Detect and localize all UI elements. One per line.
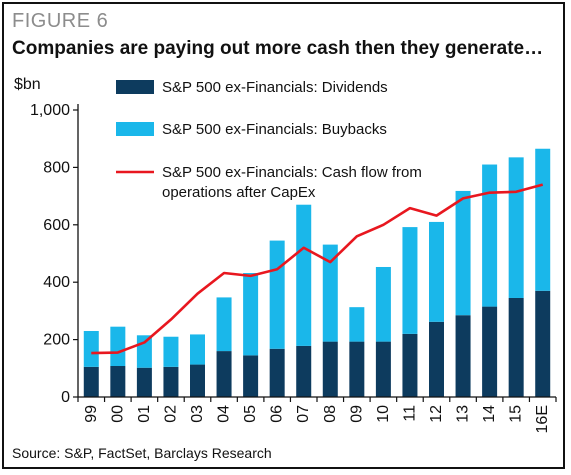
dividends-bar (322, 341, 338, 397)
buybacks-bar (455, 190, 471, 316)
y-tick-label: 800 (43, 159, 70, 176)
source-note: Source: S&P, FactSet, Barclays Research (12, 445, 272, 461)
x-tick-label: 02 (162, 405, 179, 423)
buybacks-bar (508, 157, 524, 298)
legend-cash-flow-label: S&P 500 ex-Financials: Cash flow from ope… (162, 164, 422, 201)
buybacks-bar (83, 330, 99, 367)
x-tick-label: 00 (109, 405, 126, 423)
buybacks-bar (136, 335, 152, 368)
y-tick-label: 0 (61, 389, 70, 406)
y-tick-label: 1,000 (30, 102, 70, 119)
x-tick-label: 99 (83, 405, 100, 423)
x-tick-label: 08 (322, 405, 339, 423)
x-tick-label: 16E (534, 405, 551, 433)
buybacks-bar (243, 273, 259, 356)
x-tick-label: 12 (428, 405, 445, 423)
dividends-bar (163, 366, 179, 397)
x-tick-label: 01 (136, 405, 153, 423)
dividends-bar (83, 366, 99, 397)
dividends-bar (136, 367, 152, 397)
buybacks-bar (190, 334, 205, 365)
x-tick-label: 09 (348, 405, 365, 423)
dividends-bar (455, 315, 471, 397)
dividends-bar (402, 333, 418, 397)
buybacks-bar (296, 204, 312, 346)
cash-flow-line (91, 183, 544, 355)
dividends-bar (535, 290, 551, 397)
x-tick-label: 15 (508, 405, 525, 423)
dividends-bar (375, 341, 391, 397)
buybacks-bar (429, 221, 444, 322)
buybacks-bar (375, 266, 391, 342)
dividends-bar (110, 366, 126, 397)
buybacks-bar (482, 164, 498, 307)
y-tick-label: 600 (43, 217, 70, 234)
dividends-bar (349, 341, 365, 397)
buybacks-bar (349, 307, 365, 342)
dividends-bar (269, 348, 285, 397)
chart-title: Companies are paying out more cash then … (12, 38, 544, 59)
y-tick-label: 200 (43, 332, 70, 349)
y-axis: 0 200 400 600 800 1,000 (30, 102, 79, 406)
x-tick-label: 11 (401, 405, 418, 422)
buybacks-bar (402, 227, 418, 334)
x-tick-label: 05 (242, 405, 259, 423)
legend-buybacks-label: S&P 500 ex-Financials: Buybacks (162, 121, 387, 138)
buybacks-bar (216, 297, 232, 352)
x-tick-label: 03 (189, 405, 206, 423)
x-tick-label: 10 (375, 405, 392, 423)
dividends-bar (429, 321, 444, 397)
x-tick-label: 07 (295, 405, 312, 423)
dividends-bar (508, 297, 524, 397)
cash-flow-line-group (91, 183, 544, 355)
dividends-bar (296, 345, 312, 397)
dividends-bar (482, 306, 498, 397)
legend-dividends-swatch (116, 80, 154, 94)
y-tick-label: 400 (43, 274, 70, 291)
dividends-bar (243, 355, 259, 397)
y-axis-unit-label: $bn (14, 76, 41, 93)
legend: S&P 500 ex-Financials: Dividends S&P 500 … (116, 79, 422, 201)
x-tick-label: 06 (269, 405, 286, 423)
legend-buybacks-swatch (116, 122, 154, 136)
dividends-bar (190, 364, 205, 397)
figure-label: FIGURE 6 (12, 10, 109, 32)
x-tick-label: 14 (481, 405, 498, 423)
dividends-bar (216, 351, 232, 397)
buybacks-bar (269, 240, 285, 349)
buybacks-bar (322, 244, 338, 342)
legend-dividends-label: S&P 500 ex-Financials: Dividends (162, 79, 388, 96)
x-tick-label: 13 (455, 405, 472, 423)
buybacks-bar (110, 326, 126, 367)
buybacks-bar (535, 148, 551, 291)
bars (83, 148, 551, 397)
x-tick-label: 04 (216, 405, 233, 423)
buybacks-bar (163, 336, 179, 367)
x-axis: 99 00 01 02 03 04 05 06 07 08 09 10 11 12 13 14 15 16E (77, 396, 557, 433)
